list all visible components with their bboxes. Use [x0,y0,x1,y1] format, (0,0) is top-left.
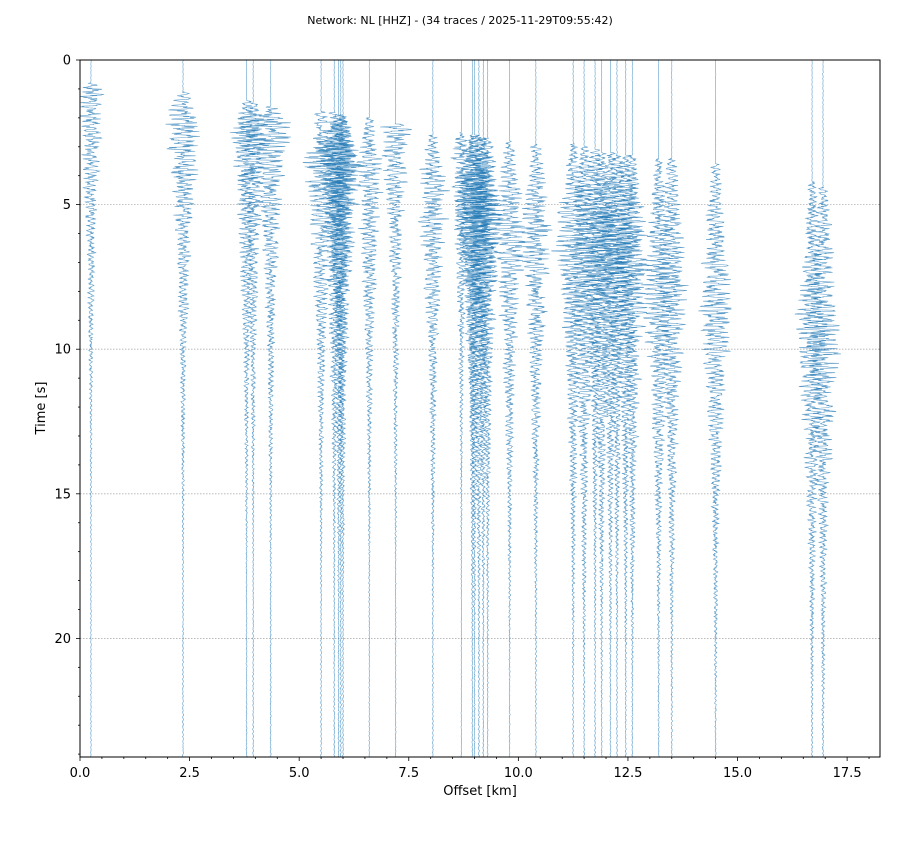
y-axis-ticks: 0 5 10 15 20 [54,54,80,755]
seismic-trace [471,60,504,757]
x-tick-label: 15.0 [723,766,752,781]
x-tick-label: 10.0 [504,766,533,781]
seismic-trace [698,60,732,757]
seismic-trace [321,60,361,757]
x-tick-label: 7.5 [398,766,419,781]
chart-title: Network: NL [HHZ] - (34 traces / 2025-11… [307,14,613,27]
x-axis-label: Offset [km] [443,784,517,799]
seismic-trace [464,60,502,757]
y-tick-label: 10 [54,343,71,358]
plot-frame [79,59,881,758]
seismic-trace [229,60,267,757]
seismic-trace [640,60,675,757]
y-axis-label: Time [s] [34,382,49,436]
seismic-trace [595,60,628,757]
y-tick-label: 20 [54,632,71,647]
x-axis-ticks: 0.0 2.5 5.0 7.5 10.0 12.5 15.0 17.5 [70,757,870,781]
seismic-trace [568,60,605,757]
x-tick-label: 2.5 [179,766,200,781]
seismic-trace [323,60,365,757]
seismic-trace [249,60,291,757]
x-tick-label: 0.0 [70,766,91,781]
seismic-trace [655,60,689,757]
seismic-trace [615,60,650,757]
seismic-trace [794,60,831,757]
x-tick-label: 5.0 [289,766,310,781]
seismic-trace [80,60,105,757]
seismic-trace [605,60,644,757]
traces [80,60,841,757]
seismic-trace [517,60,553,757]
y-tick-label: 15 [54,487,71,502]
seismic-trace [581,60,622,757]
seismic-trace [454,60,489,757]
seismic-trace [551,60,593,757]
seismic-trace [804,60,841,757]
seismic-trace [455,60,503,757]
y-tick-label: 5 [63,198,71,213]
seismic-trace [319,60,360,757]
seismic-trace [574,60,613,757]
x-tick-label: 17.5 [833,766,862,781]
x-tick-label: 12.5 [613,766,642,781]
seismic-trace [490,60,526,757]
seismic-trace [165,60,200,757]
seismic-trace [417,60,451,757]
seismic-trace [237,60,269,757]
seismic-trace [356,60,384,757]
y-tick-label: 0 [63,54,71,69]
seismic-trace [380,60,413,757]
seismic-trace [450,60,475,757]
seismic-trace [315,60,355,757]
